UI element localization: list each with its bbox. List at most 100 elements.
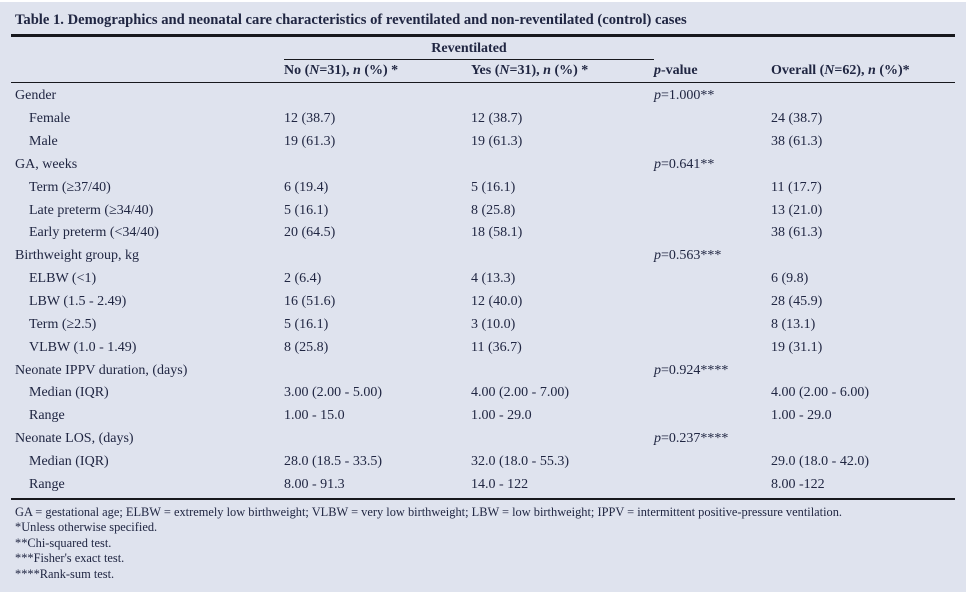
cell-label: Gender [15, 88, 57, 104]
cell-yes: 19 (61.3) [471, 134, 523, 150]
cell-overall: 38 (61.3) [771, 225, 823, 241]
table-row: Range 1.00 - 15.0 1.00 - 29.0 1.00 - 29.0 [11, 405, 955, 428]
table-row: Birthweight group, kg p=0.563*** [11, 245, 955, 268]
cell-yes: 32.0 (18.0 - 55.3) [471, 453, 569, 469]
table-row: Gender p=1.000** [11, 85, 955, 108]
cell-overall: 4.00 (2.00 - 6.00) [771, 385, 869, 401]
cell-label: LBW (1.5 - 2.49) [29, 294, 127, 309]
table-row: Neonate LOS, (days) p=0.237**** [11, 428, 955, 451]
cell-no: 12 (38.7) [284, 111, 336, 127]
cell-overall: 38 (61.3) [771, 134, 823, 150]
cell-label: Range [29, 408, 65, 424]
cell-label: Male [29, 134, 58, 150]
footer-rule [11, 498, 955, 500]
cell-yes: 12 (40.0) [471, 294, 523, 309]
table-row: Male 19 (61.3) 19 (61.3) 38 (61.3) [11, 131, 955, 154]
cell-no: 3.00 (2.00 - 5.00) [284, 385, 382, 401]
cell-yes: 14.0 - 122 [471, 476, 529, 492]
column-header-empty [11, 79, 284, 82]
table-row: Female 12 (38.7) 12 (38.7) 24 (38.7) [11, 108, 955, 131]
column-header-pvalue: p-value [654, 62, 698, 78]
cell-label: Female [29, 111, 71, 127]
cell-label: VLBW (1.0 - 1.49) [29, 339, 137, 355]
table-body: Gender p=1.000** Female 12 (38.7) 12 (38.7) 2… [11, 83, 955, 496]
cell-overall: 28 (45.9) [771, 294, 823, 309]
column-header-no: No (N=31), n (%) * [284, 62, 399, 78]
header-group-row: Reventilated [11, 37, 955, 60]
table-row: Term (≥37/40) 6 (19.4) 5 (16.1) 11 (17.7) [11, 176, 955, 199]
cell-yes: 12 (38.7) [471, 111, 523, 127]
cell-no: 5 (16.1) [284, 316, 329, 332]
cell-overall: 6 (9.8) [771, 271, 809, 287]
column-header-overall: Overall (N=62), n (%)* [771, 62, 910, 78]
cell-overall: 19 (31.1) [771, 339, 823, 355]
table-row: Range 8.00 - 91.3 14.0 - 122 8.00 -122 [11, 473, 955, 496]
table-row: Term (≥2.5) 5 (16.1) 3 (10.0) 8 (13.1) [11, 313, 955, 336]
cell-label: Range [29, 476, 65, 492]
cell-no: 16 (51.6) [284, 294, 336, 309]
table-row: Neonate IPPV duration, (days) p=0.924**** [11, 359, 955, 382]
cell-yes: 11 (36.7) [471, 339, 522, 355]
cell-no: 6 (19.4) [284, 179, 329, 195]
cell-label: Term (≥37/40) [29, 179, 111, 195]
header-columns-row: No (N=31), n (%) * Yes (N=31), n (%) * p… [11, 60, 955, 82]
cell-no: 1.00 - 15.0 [284, 408, 345, 424]
footnote: ****Rank-sum test. [15, 566, 115, 581]
cell-label: ELBW (<1) [29, 271, 97, 287]
cell-p: p=0.563*** [654, 248, 722, 264]
cell-no: 2 (6.4) [284, 271, 322, 287]
cell-overall: 8 (13.1) [771, 316, 816, 332]
cell-p: p=0.924**** [654, 362, 729, 378]
cell-label: Late preterm (≥34/40) [29, 202, 154, 218]
cell-p: p=1.000** [654, 88, 715, 104]
cell-no: 28.0 (18.5 - 33.5) [284, 453, 382, 469]
cell-p: p=0.641** [654, 156, 715, 172]
cell-yes: 18 (58.1) [471, 225, 523, 241]
table-row: ELBW (<1) 2 (6.4) 4 (13.3) 6 (9.8) [11, 268, 955, 291]
cell-yes: 4.00 (2.00 - 7.00) [471, 385, 569, 401]
cell-label: GA, weeks [15, 156, 78, 172]
cell-no: 20 (64.5) [284, 225, 336, 241]
cell-label: Neonate IPPV duration, (days) [15, 362, 188, 378]
header-rule [11, 81, 955, 83]
table-row: Early preterm (<34/40) 20 (64.5) 18 (58.1)… [11, 222, 955, 245]
table-row: Late preterm (≥34/40) 5 (16.1) 8 (25.8) 13 … [11, 199, 955, 222]
cell-yes: 1.00 - 29.0 [471, 408, 532, 424]
cell-yes: 3 (10.0) [471, 316, 516, 332]
table-row: GA, weeks p=0.641** [11, 154, 955, 177]
cell-p: p=0.237**** [654, 431, 729, 447]
cell-label: Birthweight group, kg [15, 248, 140, 264]
cell-label: Median (IQR) [29, 453, 109, 469]
cell-no: 8 (25.8) [284, 339, 329, 355]
cell-yes: 8 (25.8) [471, 202, 516, 218]
cell-overall: 24 (38.7) [771, 111, 823, 127]
cell-overall: 29.0 (18.0 - 42.0) [771, 453, 869, 469]
cell-label: Term (≥2.5) [29, 316, 97, 332]
header-group-reventilated: Reventilated [284, 41, 654, 60]
cell-label: Neonate LOS, (days) [15, 431, 134, 447]
column-header-yes: Yes (N=31), n (%) * [471, 62, 589, 78]
table-row: VLBW (1.0 - 1.49) 8 (25.8) 11 (36.7) 19 (31… [11, 336, 955, 359]
footnote: *Unless otherwise specified. [15, 520, 158, 535]
cell-yes: 4 (13.3) [471, 271, 516, 287]
cell-no: 8.00 - 91.3 [284, 476, 345, 492]
cell-overall: 1.00 - 29.0 [771, 408, 832, 424]
footnote: ***Fisher's exact test. [15, 551, 125, 566]
footnote: GA = gestational age; ELBW = extremely l… [15, 504, 843, 519]
cell-no: 5 (16.1) [284, 202, 329, 218]
cell-label: Early preterm (<34/40) [29, 225, 159, 241]
cell-label: Median (IQR) [29, 385, 109, 401]
footnote: **Chi-squared test. [15, 535, 112, 550]
cell-yes: 5 (16.1) [471, 179, 516, 195]
table-row: LBW (1.5 - 2.49) 16 (51.6) 12 (40.0) 28 (45… [11, 291, 955, 314]
title-rule [11, 34, 955, 37]
table-row: Median (IQR) 3.00 (2.00 - 5.00) 4.00 (2.00… [11, 382, 955, 405]
cell-overall: 8.00 -122 [771, 476, 825, 492]
cell-overall: 11 (17.7) [771, 179, 822, 195]
cell-overall: 13 (21.0) [771, 202, 823, 218]
cell-no: 19 (61.3) [284, 134, 336, 150]
table-title: Table 1. Demographics and neonatal care … [15, 12, 687, 28]
table-row: Median (IQR) 28.0 (18.5 - 33.5) 32.0 (18.0… [11, 450, 955, 473]
footnotes: GA = gestational age; ELBW = extremely l… [11, 500, 955, 583]
